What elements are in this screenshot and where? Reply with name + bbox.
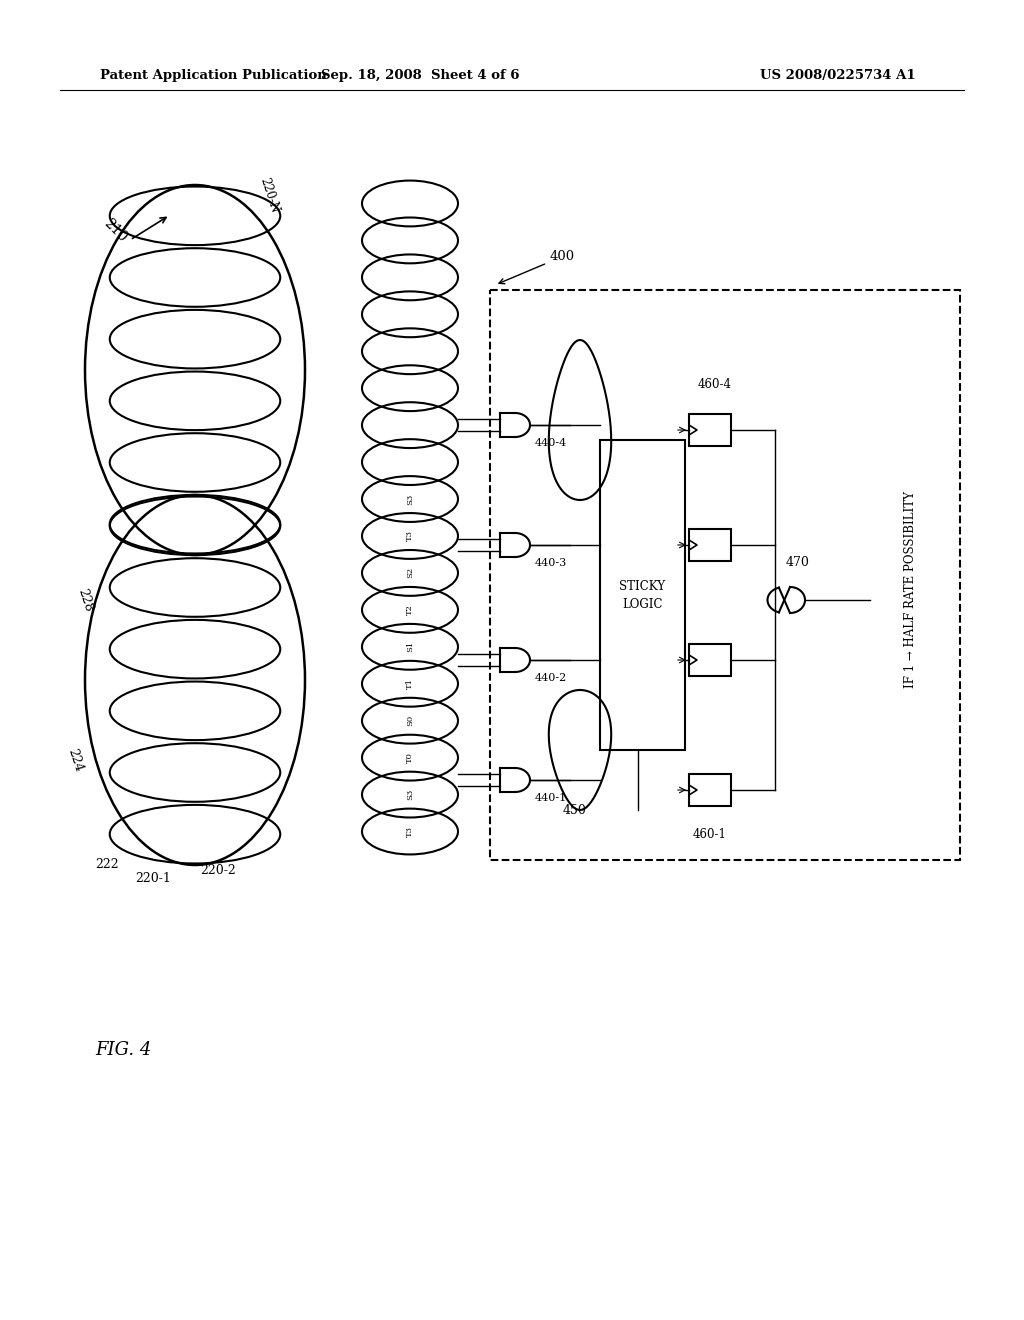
Text: S3: S3 (406, 494, 414, 504)
Text: 460-4: 460-4 (698, 379, 732, 392)
Bar (600, 440, 685, 750)
Text: 440-4: 440-4 (535, 438, 567, 447)
Text: T0: T0 (406, 752, 414, 763)
Text: T1: T1 (406, 678, 414, 689)
Text: FIG. 4: FIG. 4 (95, 1041, 152, 1059)
Text: 220-N: 220-N (257, 176, 281, 214)
Bar (689, 529, 731, 561)
Text: 228: 228 (75, 586, 94, 614)
Text: S1: S1 (406, 642, 414, 652)
Text: S2: S2 (406, 568, 414, 578)
Text: Patent Application Publication: Patent Application Publication (100, 69, 327, 82)
Bar (689, 414, 731, 446)
Text: Sep. 18, 2008  Sheet 4 of 6: Sep. 18, 2008 Sheet 4 of 6 (321, 69, 519, 82)
Text: 460-1: 460-1 (693, 829, 727, 842)
Text: STICKY
LOGIC: STICKY LOGIC (620, 579, 666, 610)
Text: 224: 224 (65, 747, 85, 774)
Bar (689, 644, 731, 676)
Text: 440-2: 440-2 (535, 673, 567, 682)
Bar (490, 290, 961, 861)
Text: 220-2: 220-2 (200, 863, 236, 876)
Text: IF 1 → HALF RATE POSSIBILITY: IF 1 → HALF RATE POSSIBILITY (903, 491, 916, 689)
Text: US 2008/0225734 A1: US 2008/0225734 A1 (760, 69, 915, 82)
Text: 222: 222 (95, 858, 119, 871)
Text: S0: S0 (406, 715, 414, 726)
Text: T3: T3 (406, 531, 414, 541)
Text: 440-1: 440-1 (535, 793, 567, 803)
Text: 440-3: 440-3 (535, 558, 567, 568)
Text: 470: 470 (786, 556, 810, 569)
Bar (689, 774, 731, 807)
Text: 220-1: 220-1 (135, 871, 171, 884)
Text: 400: 400 (499, 249, 575, 284)
Text: 450: 450 (563, 804, 587, 817)
Text: 210: 210 (100, 215, 129, 244)
Text: T2: T2 (406, 605, 414, 615)
Text: T3: T3 (406, 826, 414, 837)
Text: S3: S3 (406, 789, 414, 800)
